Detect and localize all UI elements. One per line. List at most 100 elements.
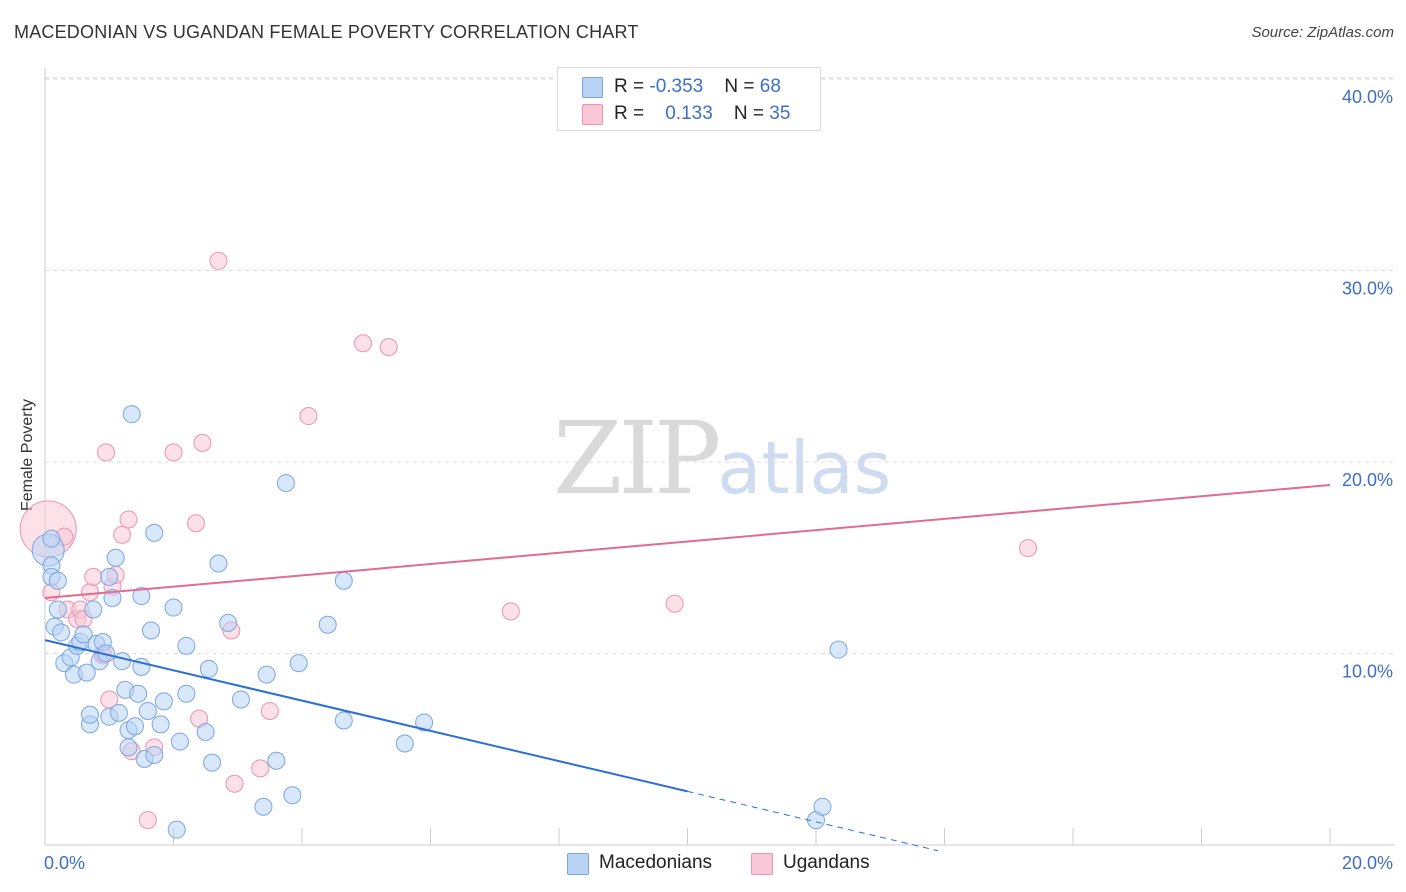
macedonians-point [415, 713, 434, 732]
ugandans-point [260, 701, 279, 720]
macedonians-point [74, 625, 93, 644]
gridlines [45, 77, 1395, 654]
macedonians-point [151, 715, 170, 734]
ugandans-trend-line [44, 483, 1331, 599]
ugandans-point [1019, 539, 1038, 558]
macedonians-trend-line [44, 639, 688, 793]
ugandans-point [80, 583, 99, 602]
macedonians-point [48, 600, 67, 619]
ugandans-point [665, 594, 684, 613]
macedonians-trend-extension [687, 790, 939, 852]
macedonians-point [283, 786, 302, 805]
ugandans-point [379, 338, 398, 357]
y-tick-label: 20.0% [1342, 470, 1393, 490]
ugandans-point [164, 443, 183, 462]
ugandans-point [193, 433, 212, 452]
bottom-legend-label: Ugandans [783, 852, 870, 873]
macedonians-point [138, 701, 157, 720]
macedonians-point [145, 745, 164, 764]
macedonians-point [106, 548, 125, 567]
macedonians-point [132, 587, 151, 606]
macedonians-point [289, 654, 308, 673]
macedonians-point [129, 684, 148, 703]
macedonians-point [395, 734, 414, 753]
macedonians-point [334, 711, 353, 730]
macedonians-point [199, 659, 218, 678]
macedonians-point [267, 751, 286, 770]
correlation-legend: R = -0.353 N = 68 R = 0.133 N = 35 [557, 67, 821, 131]
legend-n-value: 35 [769, 103, 791, 124]
bottom-legend-swatch-blue [567, 853, 589, 875]
watermark-zip: ZIP [553, 400, 721, 517]
macedonians-points [31, 405, 848, 839]
macedonians-point [231, 690, 250, 709]
macedonians-point [164, 598, 183, 617]
macedonians-point [813, 797, 832, 816]
axes [44, 68, 1395, 846]
legend-text: R = 0.133 N = 35 [614, 103, 790, 125]
y-tick-label: 30.0% [1342, 279, 1393, 299]
macedonians-point [167, 820, 186, 839]
ugandans-point [119, 510, 138, 529]
macedonians-point [177, 636, 196, 655]
ugandans-point [113, 525, 132, 544]
macedonians-point [145, 523, 164, 542]
watermark: ZIPatlas [553, 400, 891, 517]
macedonians-point [209, 554, 228, 573]
watermark-atlas: atlas [717, 426, 892, 510]
legend-r-label: R = [614, 76, 650, 97]
y-tick-label: 10.0% [1342, 662, 1393, 682]
legend-n-label: N = [733, 103, 770, 124]
macedonians-point [109, 703, 128, 722]
ugandans-point [501, 602, 520, 621]
macedonians-point [125, 717, 144, 736]
tick-labels: 10.0% 20.0% 30.0% 40.0% 0.0% 20.0% [44, 87, 1393, 873]
bottom-legend-label: Macedonians [599, 852, 713, 873]
macedonians-point [122, 405, 141, 424]
ugandans-point [97, 443, 116, 462]
macedonians-point [170, 732, 189, 751]
macedonians-point [77, 663, 96, 682]
macedonians-point [276, 474, 295, 493]
macedonians-point [203, 753, 222, 772]
chart-title: MACEDONIAN VS UGANDAN FEMALE POVERTY COR… [14, 22, 639, 42]
macedonians-point [80, 705, 99, 724]
source-credit: Source: ZipAtlas.com [1251, 24, 1394, 41]
trend-lines [44, 483, 1331, 852]
ugandans-point [186, 514, 205, 533]
ugandans-points [19, 251, 1038, 830]
macedonians-point [42, 529, 61, 548]
macedonians-point [52, 623, 71, 642]
macedonians-point [142, 621, 161, 640]
ugandans-point [251, 759, 270, 778]
macedonians-point [829, 640, 848, 659]
macedonians-point [219, 613, 238, 632]
ugandans-point [209, 251, 228, 270]
x-tick-label: 20.0% [1342, 853, 1393, 873]
macedonians-point [254, 797, 273, 816]
legend-n-label: N = [724, 76, 760, 97]
legend-swatch-pink [582, 104, 603, 125]
macedonians-point [48, 571, 67, 590]
macedonians-point [257, 665, 276, 684]
macedonians-point [103, 588, 122, 607]
ugandans-point [138, 811, 157, 830]
macedonians-point [154, 692, 173, 711]
ugandans-point [225, 774, 244, 793]
macedonians-point [100, 567, 119, 586]
macedonians-point [119, 738, 138, 757]
bottom-legend-swatch-pink [751, 853, 773, 875]
y-tick-label: 40.0% [1342, 87, 1393, 107]
legend-n-value: 68 [759, 76, 781, 97]
legend-swatch-blue [582, 77, 603, 98]
macedonians-point [84, 600, 103, 619]
macedonians-point [318, 615, 337, 634]
macedonians-point [177, 684, 196, 703]
x-tick-label: 0.0% [44, 853, 85, 873]
macedonians-point [334, 571, 353, 590]
macedonians-point [113, 652, 132, 671]
legend-text: R = -0.353 N = 68 [614, 76, 781, 98]
ugandans-point [84, 567, 103, 586]
legend-r-value: 0.133 [665, 103, 713, 124]
